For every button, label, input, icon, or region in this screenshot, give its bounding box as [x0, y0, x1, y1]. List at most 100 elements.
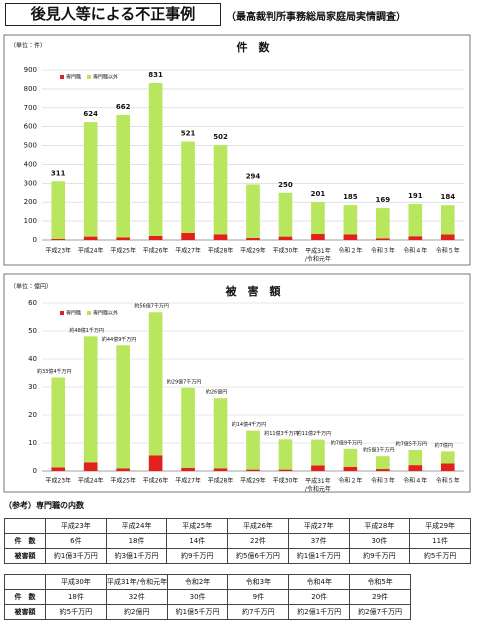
bar-segment — [278, 439, 293, 470]
x-tick-label: 平成29年 — [240, 247, 266, 255]
year-header: 平成24年 — [105, 518, 168, 534]
legend-swatch — [87, 75, 92, 79]
total-label: 約5億3千万円 — [363, 447, 394, 454]
bar-segment — [51, 238, 66, 240]
table-cell: 32件 — [105, 589, 168, 605]
table-cell: 30件 — [166, 589, 229, 605]
bar-segment — [51, 467, 66, 471]
legend-swatch — [60, 311, 64, 315]
reference-table: 平成23年 平成24年 平成25年 平成26年 平成27年 平成28年 平成29年件 数 6件… — [4, 518, 471, 564]
total-label: 191 — [408, 192, 423, 200]
page-title: 後見人等による不正事例 — [5, 3, 221, 26]
reference-table: 平成30年 平成31年/令和元年 令和2年 令和3年 令和4年 令和5年件 数 18件 32件… — [4, 574, 411, 620]
year-header: 令和3年 — [227, 574, 290, 590]
x-tick-label: 平成27年 — [175, 477, 201, 485]
bar-segment — [116, 345, 130, 469]
total-label: 624 — [83, 110, 98, 118]
x-tick-label: 平成25年 — [110, 247, 136, 255]
y-tick-label: 500 — [24, 142, 37, 150]
y-tick-label: 60 — [28, 299, 37, 307]
x-tick-label: 令和２年 — [338, 247, 362, 255]
total-label: 502 — [213, 133, 228, 141]
bar-segment — [148, 455, 163, 471]
bar-segment — [148, 235, 163, 240]
year-header: 平成25年 — [166, 518, 229, 534]
bar-segment — [148, 83, 163, 236]
table-corner — [4, 574, 46, 590]
total-label: 約11億2千万円 — [297, 430, 332, 437]
y-tick-label: 600 — [24, 123, 37, 131]
bar-segment — [343, 466, 358, 471]
year-header: 平成23年 — [45, 518, 107, 534]
x-tick-label: 平成23年 — [45, 247, 71, 255]
bar-segment — [278, 236, 293, 240]
table-cell: 約5千万円 — [45, 604, 107, 620]
bar-segment — [246, 184, 260, 238]
total-label: 約7億9千万円 — [331, 439, 362, 446]
total-label: 201 — [311, 190, 326, 198]
unit-label: （単位：億円） — [10, 283, 52, 291]
total-label: 185 — [343, 193, 358, 201]
x-tick-label: 令和５年 — [436, 477, 460, 485]
table-cell: 9件 — [227, 589, 290, 605]
x-tick-label: 平成24年 — [78, 247, 104, 255]
table-cell: 約1億5千万円 — [166, 604, 229, 620]
x-tick-label: 平成25年 — [110, 477, 136, 485]
bar-segment — [246, 237, 260, 240]
total-label: 約7億円 — [435, 442, 453, 449]
row-label: 被害額 — [4, 548, 46, 564]
y-tick-label: 300 — [24, 179, 37, 187]
x-tick-label: 平成26年 — [143, 247, 169, 255]
total-label: 250 — [278, 181, 293, 189]
table-cell: 約2億円 — [105, 604, 168, 620]
legend-label: 専門職以外 — [93, 310, 118, 317]
table-row: 平成23年 平成24年 平成25年 平成26年 平成27年 平成28年 平成29年 — [4, 518, 471, 534]
table-cell: 20件 — [288, 589, 351, 605]
bar-segment — [83, 336, 98, 463]
year-header: 平成30年 — [45, 574, 107, 590]
bar-segment — [83, 236, 98, 240]
row-label: 被害額 — [4, 604, 46, 620]
page-subtitle: （最高裁判所事務総局家庭局実情調査） — [226, 12, 406, 23]
table-cell: 約7千万円 — [227, 604, 290, 620]
total-label: 311 — [51, 169, 66, 177]
total-label: 約48億1千万円 — [69, 327, 104, 334]
table-row: 件 数 18件 32件 30件 9件 20件 29件 — [4, 589, 411, 605]
legend-label: 専門職 — [66, 74, 81, 81]
total-label: 521 — [181, 130, 196, 138]
table-row: 件 数 6件 18件 14件 22件 37件 30件 11件 — [4, 533, 471, 549]
bar-segment — [311, 465, 325, 471]
table-cell: 約9千万円 — [348, 548, 411, 564]
total-label: 約33億4千万円 — [37, 368, 72, 375]
bar-segment — [278, 469, 293, 471]
bar-segment — [116, 237, 130, 240]
x-tick-label: 令和２年 — [338, 477, 362, 485]
x-tick-label: 平成31年/令和元年 — [305, 247, 331, 263]
y-tick-label: 100 — [24, 217, 37, 225]
total-label: 約11億3千万円 — [264, 430, 299, 437]
year-header: 令和4年 — [288, 574, 351, 590]
y-tick-label: 400 — [24, 160, 37, 168]
bar-segment — [213, 398, 228, 469]
total-label: 662 — [116, 103, 131, 111]
table-cell: 30件 — [348, 533, 411, 549]
bar-segment — [181, 233, 195, 240]
x-tick-label: 令和３年 — [371, 477, 395, 485]
bar-segment — [148, 312, 163, 456]
y-tick-label: 900 — [24, 66, 37, 74]
bar-segment — [440, 205, 455, 235]
year-header: 令和5年 — [349, 574, 411, 590]
year-header: 平成29年 — [409, 518, 471, 534]
year-header: 令和2年 — [166, 574, 229, 590]
table-cell: 約9千万円 — [166, 548, 229, 564]
table-cell: 18件 — [45, 589, 107, 605]
x-tick-label: 令和４年 — [403, 247, 427, 255]
x-tick-label: 平成30年 — [273, 247, 299, 255]
legend-swatch — [60, 75, 64, 79]
bar-segment — [51, 377, 66, 468]
table-cell: 約1億1千万円 — [287, 548, 350, 564]
bar-segment — [181, 467, 195, 471]
bar-segment — [408, 450, 423, 466]
bar-segment — [213, 468, 228, 471]
x-tick-label: 平成28年 — [208, 247, 234, 255]
